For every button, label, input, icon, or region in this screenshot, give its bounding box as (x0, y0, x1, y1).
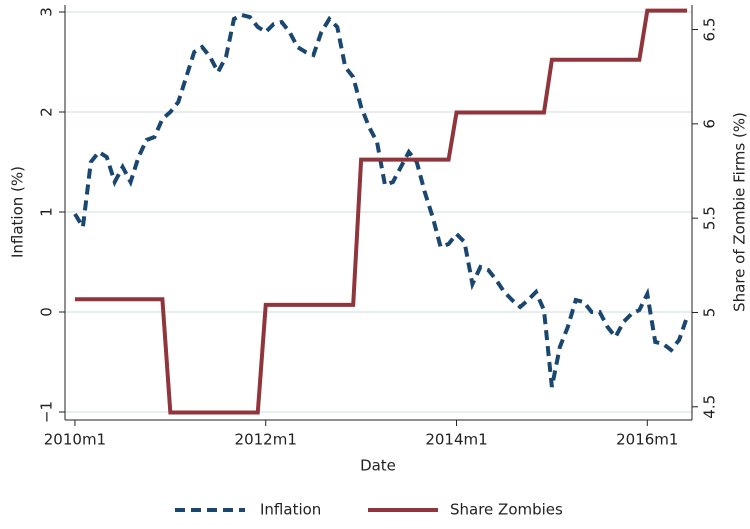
data-line (74, 8, 688, 415)
x-tick-label: 2016m1 (616, 431, 678, 449)
y2-tick-label: 6.5 (701, 18, 719, 42)
data-line (73, 12, 689, 388)
x-axis-title: Date (360, 457, 396, 475)
y-tick-label: −1 (38, 401, 56, 423)
x-tick-label: 2014m1 (425, 431, 487, 449)
x-tick-label: 2010m1 (44, 431, 106, 449)
y-tick-label: 0 (38, 307, 56, 317)
y2-tick-label: 5.5 (701, 206, 719, 230)
y2-tick-label: 4.5 (701, 395, 719, 419)
y2-tick-label: 5 (701, 308, 719, 318)
legend-label: Inflation (260, 501, 321, 519)
legend-label: Share Zombies (450, 501, 563, 519)
y2-axis-title: Share of Zombie Firms (%) (731, 112, 749, 312)
y-tick-label: 2 (38, 107, 56, 117)
y2-tick-label: 6 (701, 119, 719, 129)
y-tick-label: 3 (38, 7, 56, 17)
y-axis-title: Inflation (%) (9, 166, 27, 258)
x-tick-label: 2012m1 (235, 431, 297, 449)
y-tick-label: 1 (38, 207, 56, 217)
